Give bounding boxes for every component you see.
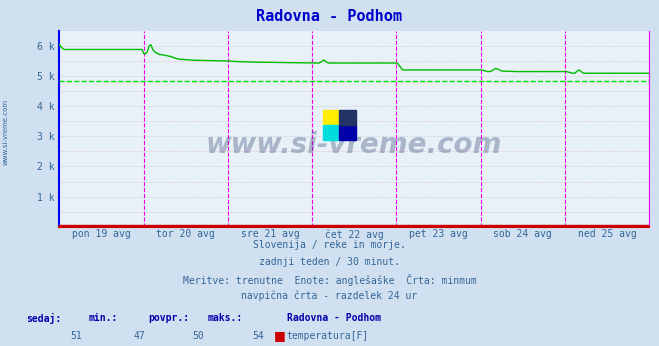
Text: sedaj:: sedaj: xyxy=(26,313,61,324)
Text: www.si-vreme.com: www.si-vreme.com xyxy=(2,98,9,165)
Text: temperatura[F]: temperatura[F] xyxy=(287,331,369,341)
Text: Slovenija / reke in morje.: Slovenija / reke in morje. xyxy=(253,240,406,251)
Text: Meritve: trenutne  Enote: anglešaške  Črta: minmum: Meritve: trenutne Enote: anglešaške Črta… xyxy=(183,274,476,286)
Text: ■: ■ xyxy=(273,329,285,343)
Text: Radovna - Podhom: Radovna - Podhom xyxy=(256,9,403,24)
Bar xyxy=(323,110,339,125)
Text: maks.:: maks.: xyxy=(208,313,243,323)
Text: 47: 47 xyxy=(133,331,145,341)
Text: Radovna - Podhom: Radovna - Podhom xyxy=(287,313,381,323)
Text: min.:: min.: xyxy=(89,313,119,323)
Text: navpična črta - razdelek 24 ur: navpična črta - razdelek 24 ur xyxy=(241,290,418,301)
Text: www.si-vreme.com: www.si-vreme.com xyxy=(206,130,502,158)
Bar xyxy=(323,125,339,140)
Text: 54: 54 xyxy=(252,331,264,341)
Text: 50: 50 xyxy=(192,331,204,341)
Bar xyxy=(339,110,357,125)
Text: zadnji teden / 30 minut.: zadnji teden / 30 minut. xyxy=(259,257,400,267)
Text: 51: 51 xyxy=(71,331,82,341)
Bar xyxy=(339,125,357,140)
Text: povpr.:: povpr.: xyxy=(148,313,189,323)
